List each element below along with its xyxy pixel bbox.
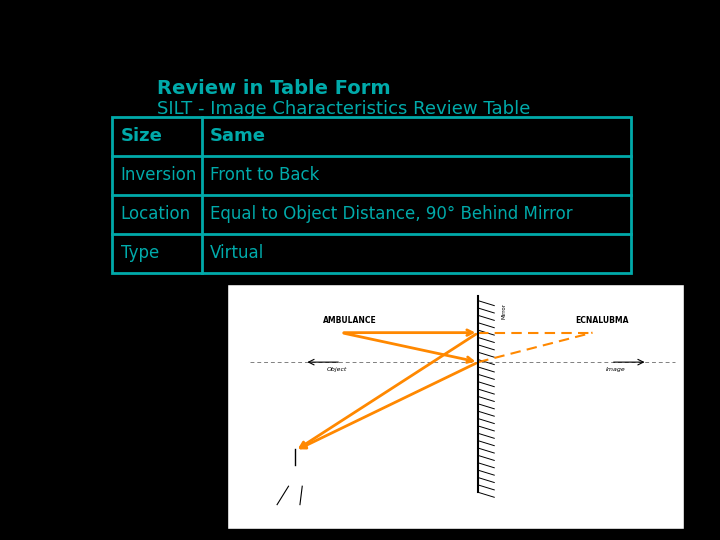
Bar — [112, 117, 631, 273]
Text: Equal to Object Distance, 90° Behind Mirror: Equal to Object Distance, 90° Behind Mir… — [210, 205, 572, 223]
Text: ECNALUBMA: ECNALUBMA — [575, 316, 629, 325]
Text: Image: Image — [606, 367, 625, 372]
Text: Virtual: Virtual — [210, 244, 264, 262]
Text: Inversion: Inversion — [121, 166, 197, 184]
Text: Review in Table Form: Review in Table Form — [157, 79, 390, 98]
Text: Size: Size — [121, 127, 163, 145]
Text: AMBULANCE: AMBULANCE — [323, 316, 377, 325]
Text: Mirror: Mirror — [501, 303, 506, 319]
Text: Object: Object — [326, 367, 347, 372]
Text: Same: Same — [210, 127, 266, 145]
Text: Front to Back: Front to Back — [210, 166, 320, 184]
Text: SILT - Image Characteristics Review Table: SILT - Image Characteristics Review Tabl… — [157, 100, 531, 118]
Text: Location: Location — [121, 205, 191, 223]
Text: Type: Type — [121, 244, 159, 262]
